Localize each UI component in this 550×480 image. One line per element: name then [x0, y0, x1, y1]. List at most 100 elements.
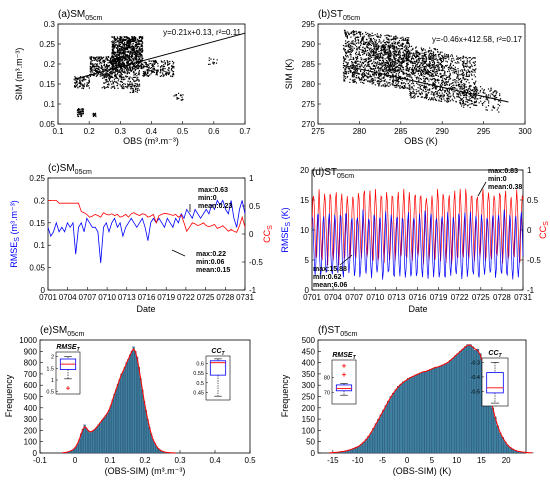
- panel-b-point: [463, 66, 465, 68]
- panel-b-point: [396, 54, 398, 56]
- panel-b-point: [350, 45, 352, 48]
- panel-b-point: [462, 87, 464, 89]
- panel-a-point: [129, 40, 131, 43]
- panel-a-point: [123, 36, 125, 38]
- panel-b-point: [434, 88, 437, 90]
- panel-b-point: [415, 82, 418, 84]
- panel-b-point: [413, 62, 415, 64]
- panel-a-point: [126, 47, 128, 49]
- panel-b-point: [361, 49, 363, 51]
- panel-b-point: [394, 67, 397, 69]
- panel-b-point: [456, 76, 458, 78]
- panel-b-point: [401, 82, 403, 84]
- panel-b-point: [452, 100, 454, 102]
- panel-b-point: [401, 39, 403, 41]
- panel-a-point: [122, 58, 124, 60]
- panel-b-point: [364, 78, 366, 81]
- panel-b-point: [394, 86, 396, 88]
- panel-a-point: [136, 47, 138, 49]
- panel-a-point: [130, 58, 132, 60]
- panel-d-xtick-label: 0704: [324, 293, 342, 302]
- panel-a-point: [121, 58, 124, 61]
- panel-b-point: [440, 60, 442, 62]
- panel-a-point: [124, 66, 127, 68]
- panel-b-point: [445, 54, 448, 56]
- panel-e-bar: [81, 429, 84, 454]
- panel-b-point: [361, 63, 363, 65]
- panel-b-point: [383, 49, 385, 51]
- panel-b-point: [397, 82, 399, 84]
- panel-a-point: [110, 87, 112, 89]
- panel-b-point: [495, 90, 497, 92]
- panel-b-point: [463, 68, 466, 70]
- panel-b-point: [459, 93, 461, 95]
- panel-a-point: [133, 40, 136, 42]
- panel-b-point: [437, 89, 439, 92]
- panel-d-annotation-text: min:0: [488, 176, 507, 183]
- panel-b-point: [440, 95, 442, 97]
- panel-b-point: [362, 73, 364, 75]
- panel-b-point: [421, 96, 423, 98]
- panel-b-point: [421, 57, 423, 59]
- panel-b-point: [462, 101, 464, 103]
- panel-b-point: [463, 104, 465, 106]
- panel-e-histogram: [60, 346, 177, 454]
- panel-b-point: [407, 54, 410, 56]
- panel-c-ytick-label: 1: [249, 174, 254, 183]
- panel-b-point: [417, 73, 420, 75]
- panel-b-point: [463, 92, 465, 94]
- panel-b-point: [438, 62, 440, 64]
- panel-b-point: [436, 72, 438, 74]
- panel-b-point: [377, 58, 380, 60]
- panel-a-point: [135, 80, 137, 82]
- panel-b-point: [352, 64, 354, 67]
- panel-b-point: [393, 57, 395, 59]
- panel-e-bar: [97, 424, 100, 454]
- panel-b-point: [407, 70, 409, 72]
- panel-b-point: [391, 54, 393, 56]
- panel-a-point: [105, 68, 107, 71]
- panel-a-point: [116, 69, 118, 71]
- panel-b-point: [470, 64, 473, 66]
- panel-a-point: [98, 57, 100, 60]
- panel-b-point: [432, 81, 434, 84]
- panel-b-point: [370, 68, 372, 70]
- panel-b-point: [367, 77, 369, 79]
- panel-b-point: [359, 32, 361, 35]
- panel-b-point: [406, 73, 408, 75]
- panel-a-point: [129, 47, 132, 49]
- panel-b-point: [469, 62, 471, 64]
- panel-b-point: [463, 106, 465, 108]
- panel-b-point: [397, 51, 399, 53]
- panel-a-point: [90, 70, 92, 72]
- panel-a-point: [125, 75, 127, 77]
- panel-a-point: [132, 88, 134, 90]
- panel-b-point: [382, 64, 385, 66]
- panel-a-point: [129, 38, 131, 40]
- panel-b-point: [459, 102, 461, 105]
- panel-c-series-line: [47, 199, 246, 264]
- panel-b-point: [459, 88, 461, 90]
- panel-a-point: [208, 57, 210, 59]
- panel-e-bar: [127, 359, 130, 454]
- panel-b-point: [378, 74, 380, 77]
- panel-b-point: [367, 73, 369, 75]
- panel-b-point: [349, 53, 351, 55]
- panel-a-point: [109, 61, 111, 63]
- panel-b-point: [436, 70, 438, 72]
- panel-b-point: [386, 51, 389, 53]
- panel-a-point: [111, 61, 113, 63]
- panel-b-point: [425, 96, 427, 98]
- panel-b-point: [379, 73, 381, 75]
- panel-a-point: [111, 52, 114, 54]
- panel-b-point: [368, 44, 370, 46]
- panel-b-point: [493, 90, 496, 92]
- panel-b-point: [460, 94, 462, 97]
- panel-b-point: [407, 41, 409, 43]
- panel-b-point: [392, 73, 394, 75]
- panel-b-point: [492, 92, 494, 94]
- panel-b-point: [345, 45, 347, 47]
- panel-a-point: [173, 61, 175, 64]
- panel-b-point: [425, 51, 427, 53]
- panel-a-point: [109, 67, 112, 70]
